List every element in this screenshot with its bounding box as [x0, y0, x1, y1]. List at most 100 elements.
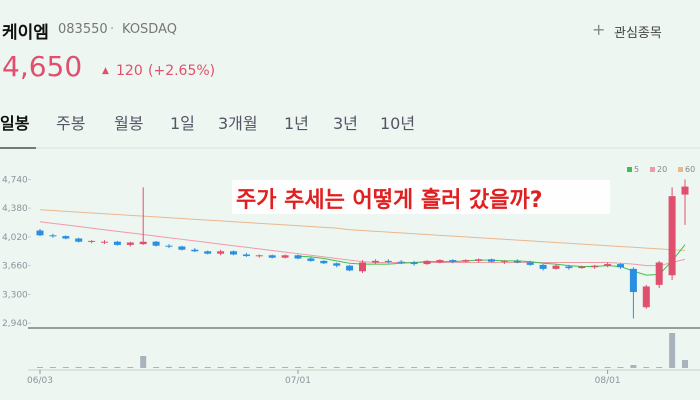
candle-body	[384, 260, 392, 262]
y-tick-label: 3,300	[2, 290, 28, 300]
volume-bar	[166, 367, 172, 368]
volume-bar	[578, 367, 585, 368]
tab[interactable]: 3년	[333, 114, 358, 133]
volume-bar	[385, 367, 392, 368]
tab[interactable]: 주봉	[56, 114, 86, 133]
change: 120	[116, 63, 143, 79]
legend-label: 20	[657, 165, 667, 174]
y-tick-label: 4,020	[2, 233, 28, 243]
candle-body	[371, 260, 379, 263]
legend-swatch	[678, 167, 683, 172]
candle-body	[617, 264, 624, 268]
candle-body	[526, 262, 534, 265]
volume-bar	[346, 367, 353, 368]
volume-bar	[37, 367, 43, 368]
candle-body	[113, 241, 121, 245]
candle-body	[139, 241, 147, 245]
candle-body	[75, 238, 83, 242]
volume-bar	[269, 367, 276, 368]
stock-name: 케이엠	[2, 23, 49, 43]
tab[interactable]: 1일	[170, 114, 195, 133]
legend-label: 5	[634, 165, 639, 174]
candle-body	[307, 258, 315, 261]
annotation: 주가 추세는 어떻게 흘러 갔을까?	[236, 188, 543, 213]
volume-bar	[140, 356, 147, 368]
volume-bar	[191, 367, 198, 368]
volume-bar	[101, 367, 108, 368]
candle-body	[346, 265, 354, 271]
volume-bar	[282, 367, 289, 368]
candle-body	[294, 255, 302, 259]
candle-body	[281, 255, 289, 258]
volume-bar	[682, 360, 688, 368]
volume-bar	[475, 367, 482, 368]
legend-label: 60	[685, 165, 695, 174]
tab[interactable]: 월봉	[114, 114, 144, 133]
candle-body	[410, 262, 418, 265]
volume-bar	[114, 367, 121, 368]
volume-bar	[565, 367, 572, 368]
volume-bar	[75, 367, 82, 368]
candle-body	[255, 255, 263, 257]
y-tick-label: 4,740	[2, 175, 28, 185]
candle-body	[668, 196, 676, 276]
volume-bar	[436, 367, 443, 368]
volume-bar	[217, 367, 224, 368]
volume-bar	[527, 367, 534, 368]
candle-body	[513, 260, 521, 263]
candle-body	[681, 186, 689, 195]
volume-bar	[643, 367, 650, 368]
candle-body	[642, 286, 650, 308]
volume-bar	[88, 367, 95, 368]
volume-bar	[204, 367, 211, 368]
candle-body	[488, 259, 495, 262]
volume-bar	[617, 367, 624, 368]
tab[interactable]: 3개월	[218, 114, 258, 133]
candle-body	[591, 265, 599, 268]
volume-bar	[295, 367, 301, 368]
candle-body	[178, 246, 186, 250]
ma-line	[39, 209, 686, 251]
volume-bar	[553, 367, 559, 368]
y-tick-label: 2,940	[2, 319, 28, 329]
volume-bar	[320, 367, 327, 368]
ma-line	[39, 221, 686, 267]
volume-bar	[424, 367, 430, 368]
candle-body	[165, 245, 173, 247]
volume-bar	[62, 367, 69, 368]
candle-body	[449, 260, 457, 262]
volume-bar	[333, 367, 340, 368]
plus-icon[interactable]: +	[592, 20, 606, 39]
annotation-box	[232, 180, 610, 214]
tab[interactable]: 일봉	[0, 114, 30, 133]
candle-body	[320, 260, 328, 264]
change-pct: (+2.65%)	[148, 63, 216, 79]
candle-body	[436, 260, 444, 263]
volume-bar	[411, 367, 418, 368]
volume-bar	[630, 365, 637, 368]
candle-body	[230, 251, 237, 255]
candle-body	[397, 261, 405, 263]
volume-bar	[372, 367, 379, 368]
candle-body	[423, 260, 431, 265]
candle-body	[565, 266, 573, 269]
tab[interactable]: 10년	[380, 114, 416, 133]
volume-bar	[230, 367, 237, 368]
legend-swatch	[650, 167, 655, 172]
price: 4,650	[2, 50, 83, 83]
up-arrow: ▲	[102, 66, 109, 76]
volume-bar	[591, 367, 598, 368]
candle-body	[49, 235, 57, 237]
volume-bar	[307, 367, 314, 368]
candle-body	[62, 236, 70, 239]
candle-body	[500, 260, 508, 262]
separator: ·	[110, 22, 115, 37]
tab[interactable]: 1년	[284, 114, 309, 133]
legend-swatch	[627, 167, 632, 172]
volume-bar	[514, 367, 521, 368]
candle-body	[655, 262, 663, 285]
volume-bar	[178, 367, 185, 368]
y-tick-label: 4,380	[2, 204, 28, 214]
watch-button[interactable]: 관심종목	[614, 26, 662, 41]
